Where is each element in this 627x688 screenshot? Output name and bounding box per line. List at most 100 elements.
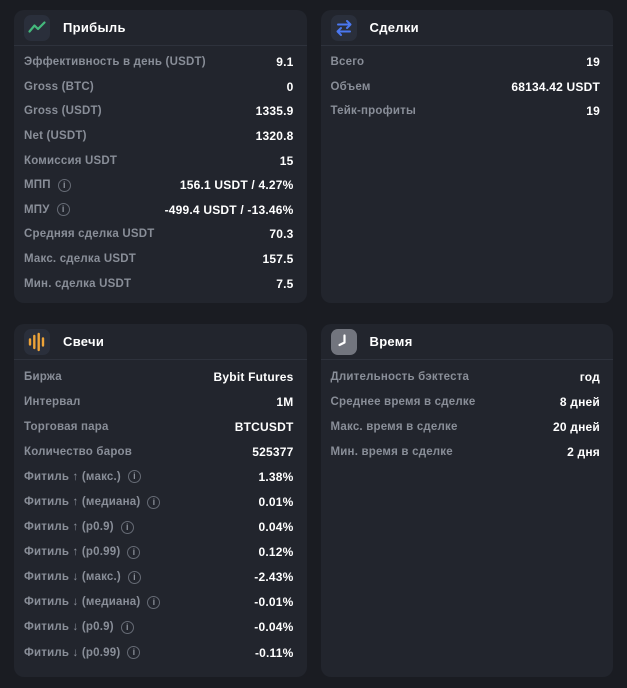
card-profit-header: Прибыль (14, 10, 307, 46)
stat-label: Фитиль ↓ (p0.99) (24, 646, 121, 659)
stat-label: Всего (330, 56, 365, 69)
info-icon[interactable] (127, 545, 141, 559)
stat-label: Мин. сделка USDT (24, 277, 132, 290)
stat-row: Gross (USDT) 1335.9 (24, 99, 294, 124)
stat-label: Фитиль ↓ (медиана) (24, 596, 141, 609)
stat-row: Количество баров 525377 (24, 439, 294, 464)
stat-label-group: Фитиль ↓ (медиана) (24, 595, 161, 609)
stat-label-group: Фитиль ↓ (p0.9) (24, 620, 134, 634)
stat-row: Фитиль ↓ (p0.9) -0.04% (24, 615, 294, 640)
info-icon[interactable] (120, 520, 134, 534)
stat-value: 9.1 (276, 55, 294, 70)
info-icon[interactable] (127, 646, 141, 660)
stat-row: МПУ -499.4 USDT / -13.46% (24, 198, 294, 223)
stat-value: 157.5 (262, 252, 294, 267)
stat-row: Биржа Bybit Futures (24, 364, 294, 389)
info-icon[interactable] (57, 178, 71, 192)
stat-label: Количество баров (24, 445, 133, 458)
info-icon[interactable] (127, 570, 141, 584)
stat-row: Интервал 1M (24, 389, 294, 414)
stat-label: Торговая пара (24, 420, 109, 433)
stat-value: 0.12% (258, 545, 294, 560)
stat-label: Тейк-профиты (330, 105, 416, 118)
stat-row: Комиссия USDT 15 (24, 148, 294, 173)
stat-value: -0.11% (254, 645, 294, 660)
card-candles-body: Биржа Bybit Futures Интервал 1M Торговая… (14, 360, 307, 665)
stat-row: Фитиль ↑ (p0.99) 0.12% (24, 540, 294, 565)
stat-value: 8 дней (559, 394, 600, 409)
stat-value: 1320.8 (255, 129, 294, 144)
stat-value: 0.04% (258, 520, 294, 535)
card-time: Время Длительность бэктеста год Среднее … (320, 324, 614, 677)
stat-row: Средняя сделка USDT 70.3 (24, 222, 294, 247)
swap-arrows-icon (330, 14, 357, 41)
stat-label-group: Фитиль ↓ (макс.) (24, 570, 141, 584)
card-time-header: Время (320, 324, 613, 360)
stat-label: Макс. сделка USDT (24, 253, 136, 266)
stat-label: МПП (24, 179, 51, 192)
card-title-trades: Сделки (369, 20, 419, 35)
stat-row: Фитиль ↑ (медиана) 0.01% (24, 489, 294, 514)
stat-label: Макс. время в сделке (330, 420, 458, 433)
stat-value: 20 дней (553, 419, 600, 434)
info-icon[interactable] (56, 203, 70, 217)
stat-value: 0 (286, 79, 294, 94)
stat-value: 1335.9 (255, 104, 294, 119)
stat-label-group: Фитиль ↑ (медиана) (24, 495, 161, 509)
stat-row: Среднее время в сделке 8 дней (331, 389, 601, 414)
card-candles-header: Свечи (14, 324, 307, 360)
stat-value: -0.01% (254, 595, 294, 610)
stat-row: Фитиль ↑ (p0.9) 0.04% (24, 515, 294, 540)
info-icon[interactable] (147, 495, 161, 509)
stat-row: Всего 19 (331, 50, 601, 75)
card-title-candles: Свечи (63, 334, 105, 349)
stat-row: Фитиль ↓ (p0.99) -0.11% (24, 640, 294, 665)
info-icon[interactable] (147, 595, 161, 609)
candlestick-icon (24, 328, 50, 355)
stat-value: 7.5 (276, 276, 294, 291)
stat-label: Биржа (24, 370, 62, 383)
card-time-body: Длительность бэктеста год Среднее время … (321, 360, 614, 464)
card-trades-header: Сделки (320, 10, 613, 46)
card-trades: Сделки Всего 19 Объем 68134.42 USDT Тейк… (320, 10, 613, 303)
stat-label: Gross (BTC) (24, 80, 94, 93)
stat-value: 525377 (252, 444, 294, 459)
stat-value: 156.1 USDT / 4.27% (179, 178, 294, 193)
stat-value: Bybit Futures (213, 369, 294, 384)
stat-label: Мин. время в сделке (330, 445, 453, 458)
card-title-profit: Прибыль (63, 20, 126, 35)
stat-label: Среднее время в сделке (330, 395, 476, 408)
stat-value: -499.4 USDT / -13.46% (164, 202, 294, 217)
stat-label-group: Фитиль ↑ (p0.99) (24, 545, 141, 559)
stat-value: 0.01% (258, 495, 294, 510)
stat-value: 1M (276, 394, 294, 409)
clock-icon (330, 328, 357, 355)
stat-label-group: Фитиль ↑ (p0.9) (24, 520, 134, 534)
stat-row: Макс. сделка USDT 157.5 (24, 247, 294, 272)
stat-row: Фитиль ↑ (макс.) 1.38% (24, 464, 294, 489)
stat-row: Gross (BTC) 0 (24, 75, 294, 100)
stat-value: 15 (279, 153, 294, 168)
stat-label: Интервал (24, 395, 81, 408)
stat-row: Торговая пара BTCUSDT (24, 414, 294, 439)
stat-value: 19 (586, 104, 600, 119)
info-icon[interactable] (120, 620, 134, 634)
stat-label: Фитиль ↑ (медиана) (24, 496, 141, 509)
stat-value: 2 дня (567, 444, 600, 459)
stat-label: Комиссия USDT (24, 154, 118, 167)
stat-label: МПУ (24, 203, 50, 216)
stat-row: Макс. время в сделке 20 дней (331, 414, 601, 439)
stat-label-group: МПП (24, 178, 71, 192)
info-icon[interactable] (127, 470, 141, 484)
stat-label: Фитиль ↑ (макс.) (24, 470, 121, 483)
stat-row: Мин. время в сделке 2 дня (331, 439, 601, 464)
stat-label: Фитиль ↓ (p0.9) (24, 621, 114, 634)
stat-row: Фитиль ↓ (макс.) -2.43% (24, 565, 294, 590)
stat-label: Объем (330, 80, 371, 93)
stat-row: Мин. сделка USDT 7.5 (24, 271, 294, 296)
stat-row: Net (USDT) 1320.8 (24, 124, 294, 149)
stat-row: Объем 68134.42 USDT (331, 75, 601, 100)
stat-value: 19 (586, 55, 600, 70)
card-profit: Прибыль Эффективность в день (USDT) 9.1 … (14, 10, 307, 303)
